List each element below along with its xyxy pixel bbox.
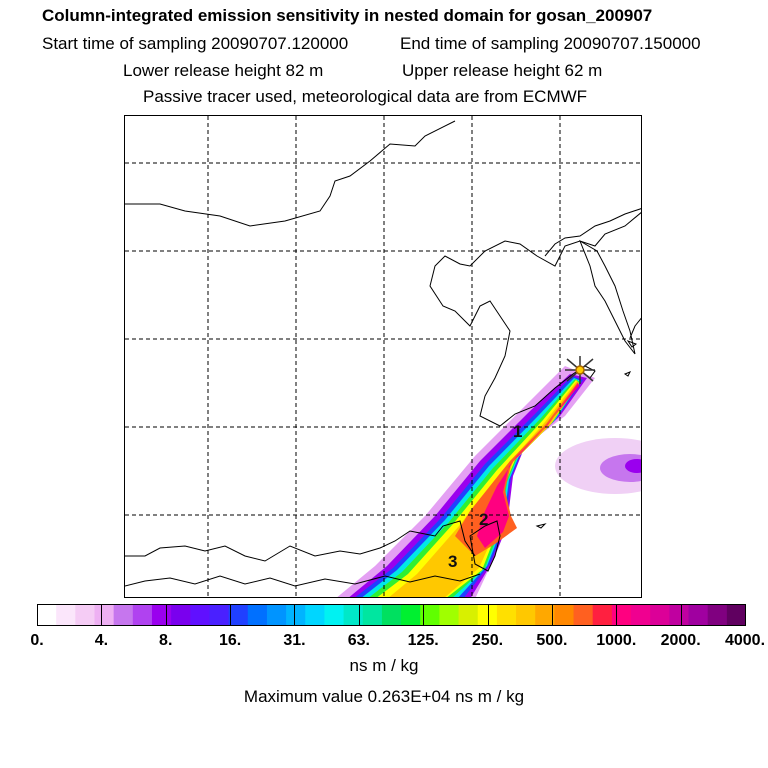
end-time: End time of sampling 20090707.150000 [400,34,701,53]
plume-label-2: 2 [479,510,489,529]
colorbar-segment [324,604,345,626]
colorbar-segment [401,604,421,626]
colorbar-tick-label: 125. [407,632,439,649]
colorbar-tick-label: 1000. [596,632,637,649]
start-time: Start time of sampling 20090707.120000 [42,34,349,53]
colorbar-segment [707,604,728,626]
colorbar-segment [247,604,268,626]
map-canvas [125,116,641,597]
colorbar-tick-label: 4000. [724,632,766,649]
colorbar-segment [669,604,690,626]
colorbar-tick-label: 63. [347,632,370,649]
upper-release-height: Upper release height 62 m [402,61,603,80]
colorbar [37,604,746,626]
map-title: Column-integrated emission sensitivity i… [42,6,653,25]
colorbar-segment [496,604,517,626]
colorbar-segment [362,604,383,626]
plume-label-1: 1 [513,422,523,441]
colorbar-segment [266,604,287,626]
colorbar-tick-label: 8. [159,632,173,649]
colorbar-segment [56,604,76,626]
colorbar-tick-label: 4. [94,632,109,649]
colorbar-segment [209,604,230,626]
lower-release-height: Lower release height 82 m [123,61,324,80]
colorbar-segment [171,604,191,626]
coastlines [125,120,641,587]
colorbar-tick-label: 500. [536,632,568,649]
map-panel: 1 2 3 [124,115,642,598]
plume-label-3: 3 [448,552,458,571]
colorbar-segment [554,604,575,626]
colorbar-segment [688,604,709,626]
colorbar-tick-label: 31. [283,632,306,649]
colorbar-segment [420,604,440,626]
colorbar-segment [190,604,210,626]
colorbar-segment [650,604,670,626]
tracer-note: Passive tracer used, meteorological data… [143,87,588,106]
colorbar-segment [611,604,632,626]
receptor-star-icon [565,356,595,384]
colorbar-segment [381,604,402,626]
colorbar-border [37,604,746,626]
colorbar-segment [343,604,364,626]
colorbar-segment [286,604,306,626]
colorbar-segment [477,604,498,626]
colorbar-tick-label: 0. [30,632,44,649]
colorbar-segment [458,604,479,626]
colorbar-segment [94,604,115,626]
colorbar-segment [592,604,613,626]
colorbar-segment [726,604,746,626]
colorbar-tick-label: 250. [471,632,504,649]
colorbar-tick-label: 2000. [660,632,701,649]
colorbar-segment [305,604,325,626]
colorbar-segment [75,604,95,626]
emission-plume [337,366,641,597]
lat-lon-grid [125,116,641,597]
maximum-value: Maximum value 0.263E+04 ns m / kg [243,687,525,706]
colorbar-segment [151,604,172,626]
colorbar-segment [516,604,536,626]
colorbar-segment [439,604,460,626]
colorbar-segment [228,604,249,626]
colorbar-segment [535,604,555,626]
colorbar-segment [573,604,594,626]
colorbar-segment [132,604,153,626]
colorbar-units: ns m / kg [349,656,419,675]
colorbar-tick-label: 16. [218,632,242,649]
colorbar-segment [631,604,651,626]
colorbar-segment [37,604,57,626]
colorbar-segment [113,604,134,626]
